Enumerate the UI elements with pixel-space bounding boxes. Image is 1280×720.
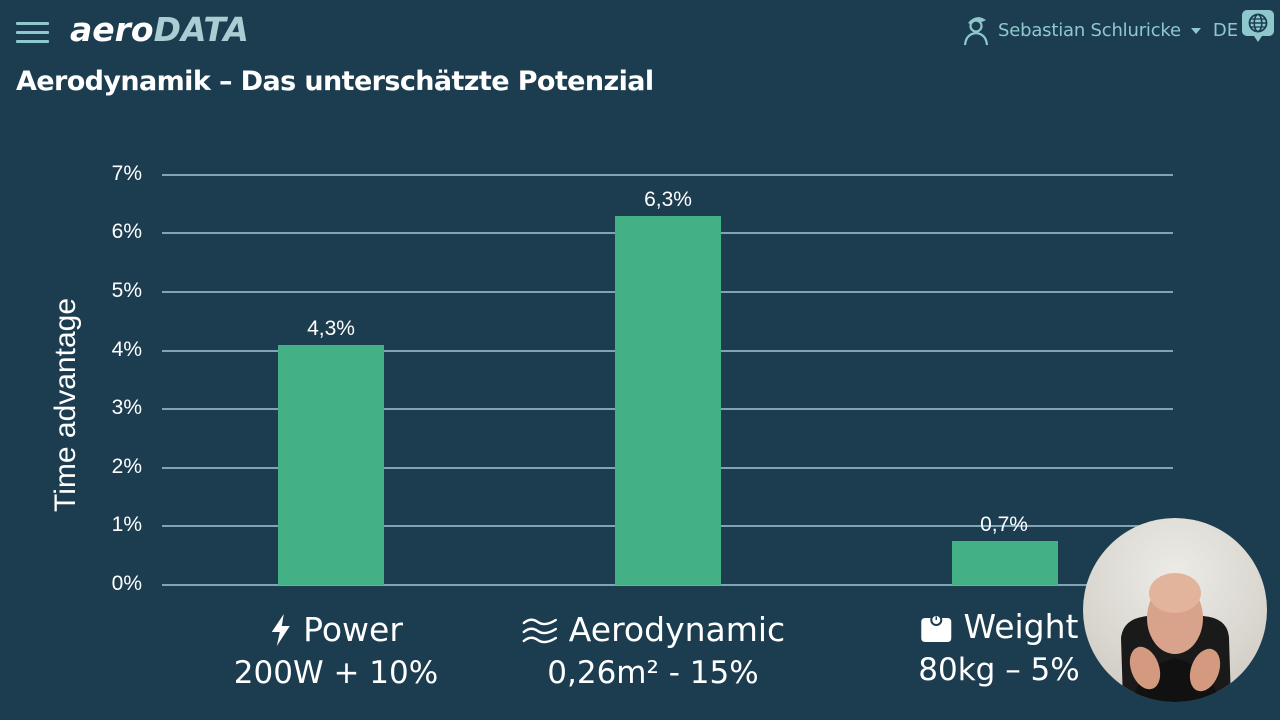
- y-axis-label: Time advantage: [49, 297, 82, 513]
- logo-aero: aero: [70, 10, 154, 49]
- category-power: Power 200W + 10%: [234, 610, 438, 691]
- y-tick: 0%: [111, 572, 142, 595]
- globe-chat-icon[interactable]: [1241, 9, 1275, 43]
- y-tick: 5%: [111, 279, 142, 302]
- y-tick: 2%: [111, 455, 142, 478]
- presenter-image: [1121, 573, 1231, 702]
- category-aerodynamic: Aerodynamic 0,26m² - 15%: [521, 610, 785, 691]
- category-subtitle: 0,26m² - 15%: [547, 655, 759, 691]
- category-subtitle: 200W + 10%: [233, 655, 439, 691]
- page-title: Aerodynamik – Das unterschätzte Potenzia…: [16, 66, 654, 97]
- logo-data: DATA: [153, 10, 249, 49]
- category-weight: Weight 80kg – 5%: [918, 607, 1079, 688]
- hamburger-menu-icon[interactable]: [16, 22, 49, 44]
- y-tick: 7%: [111, 162, 142, 185]
- y-tick: 6%: [111, 220, 142, 243]
- caret-down-icon: [1190, 28, 1201, 34]
- gridline: [162, 174, 1173, 176]
- weight-scale-icon: [921, 613, 952, 642]
- top-bar: aeroDATA Sebastian Schluricke DE: [0, 0, 1280, 62]
- wind-waves-icon: [522, 618, 557, 643]
- bar-label-weight: 0,7%: [980, 513, 1028, 536]
- category-subtitle: 80kg – 5%: [918, 652, 1080, 688]
- y-tick: 4%: [111, 338, 142, 361]
- presenter-webcam: [1083, 518, 1267, 702]
- user-menu[interactable]: Sebastian Schluricke DE: [962, 10, 1238, 50]
- y-tick: 3%: [111, 396, 142, 419]
- category-label: Weight: [963, 607, 1079, 646]
- user-name: Sebastian Schluricke: [998, 19, 1181, 41]
- app-logo[interactable]: aeroDATA: [70, 10, 249, 49]
- bar-weight: [952, 541, 1058, 585]
- user-icon: [963, 17, 989, 46]
- y-tick: 1%: [111, 513, 142, 536]
- bar-label-aerodynamic: 6,3%: [644, 188, 692, 211]
- language-selector[interactable]: DE: [1212, 19, 1239, 41]
- category-label: Power: [303, 610, 403, 649]
- category-label: Aerodynamic: [568, 610, 786, 649]
- lightning-icon: [272, 613, 291, 646]
- bar-power: [278, 345, 384, 585]
- bar-label-power: 4,3%: [307, 317, 355, 340]
- bar-aerodynamic: [615, 216, 721, 585]
